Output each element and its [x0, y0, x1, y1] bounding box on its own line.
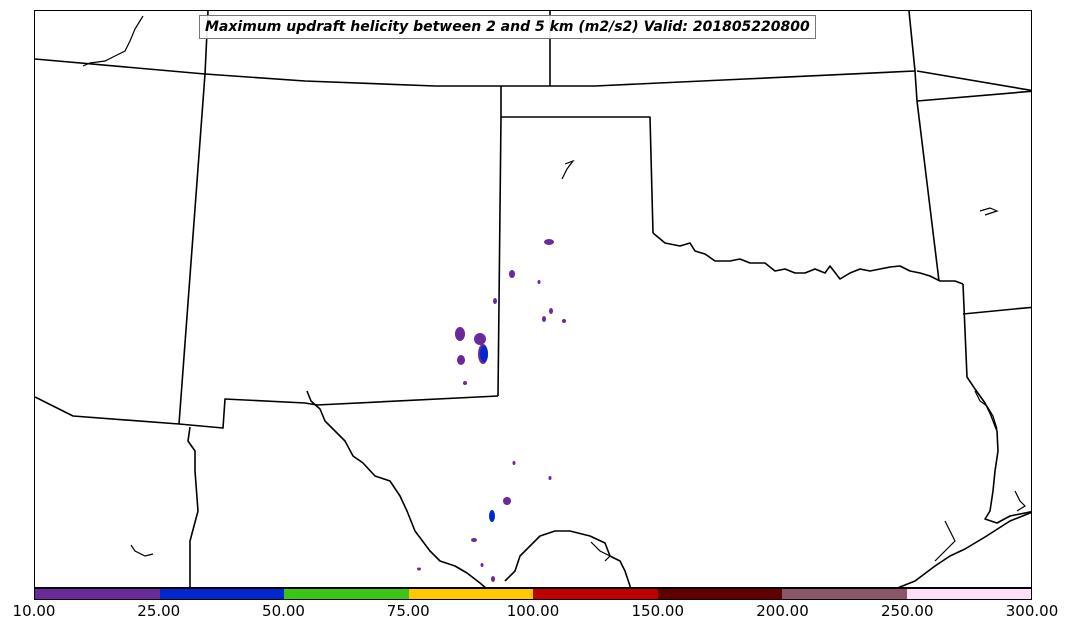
colorbar-tick-labels: 10.00 25.00 50.00 75.00 100.00 150.00 200.00 25… [0, 602, 1070, 626]
state-boundary-la-west [962, 283, 1031, 524]
helicity-swath [471, 538, 477, 542]
helicity-swath [537, 280, 541, 284]
mexico-border-south [504, 530, 631, 587]
helicity-swath [512, 461, 516, 465]
state-boundary-ar-west [916, 100, 940, 282]
helicity-swath [463, 381, 467, 385]
helicity-swath [544, 239, 554, 245]
coast-detail-3 [590, 541, 612, 562]
great-salt-lake-outline [82, 15, 144, 67]
colorbar-tick-label: 150.00 [631, 602, 685, 620]
coast-detail-2 [1014, 490, 1026, 512]
helicity-swath [474, 333, 486, 345]
helicity-swath [491, 576, 495, 582]
colorbar-segment [533, 589, 658, 599]
state-boundary-la-north [962, 306, 1031, 315]
colorbar-tick-label: 300.00 [1005, 602, 1059, 620]
lake-outline [561, 159, 575, 180]
helicity-swath [562, 319, 566, 323]
helicity-swath [509, 270, 515, 278]
helicity-swath [549, 308, 553, 314]
colorbar-tick-label: 200.00 [756, 602, 809, 620]
sound-outline [130, 544, 154, 557]
marsh-outline [974, 390, 998, 430]
state-boundary-az-west [35, 396, 180, 425]
state-boundary-ar-la-north [916, 90, 1031, 102]
nm-mexico-border [187, 426, 199, 587]
texas-west [306, 390, 486, 587]
colorbar-segment [906, 589, 1031, 599]
colorbar-segment [657, 589, 782, 599]
map-panel: Maximum updraft helicity between 2 and 5… [34, 10, 1032, 588]
helicity-swath [417, 567, 421, 571]
state-boundary-nm-tx-west [178, 395, 499, 429]
coast-detail [934, 520, 956, 562]
helicity-swath [457, 355, 465, 365]
colorbar-tick-label: 25.00 [137, 602, 181, 620]
colorbar-segment [159, 589, 284, 599]
state-boundary-north [35, 58, 916, 87]
texas-gulf-coast [897, 511, 1031, 587]
colorbar-segment [782, 589, 907, 599]
map-canvas [35, 11, 1031, 587]
colorbar-tick-label: 75.00 [386, 602, 430, 620]
helicity-swath [503, 497, 511, 505]
colorbar-segment [408, 589, 533, 599]
colorbar-tick-label: 50.00 [262, 602, 305, 620]
colorbar-tick-label: 10.00 [12, 602, 56, 620]
colorbar-segment [284, 589, 409, 599]
colorbar-segment [35, 589, 160, 599]
state-boundary-east-north [916, 70, 1031, 92]
helicity-swath [489, 510, 495, 522]
helicity-swath [548, 476, 552, 480]
helicity-swath [455, 327, 465, 341]
lake-outline-2 [979, 207, 999, 216]
map-title: Maximum updraft helicity between 2 and 5… [199, 15, 816, 39]
helicity-swaths [417, 239, 566, 582]
state-boundary-co-nm [178, 73, 206, 425]
colorbar-tick-label: 100.00 [506, 602, 560, 620]
helicity-swath [493, 298, 497, 304]
state-boundary-mo-top [908, 11, 918, 102]
state-boundary-nm-ok [497, 116, 502, 397]
state-boundary-ok-north [500, 86, 654, 234]
helicity-swath [480, 346, 488, 362]
colorbar [34, 588, 1032, 600]
red-river [652, 232, 964, 285]
helicity-swath [542, 316, 546, 322]
colorbar-tick-label: 250.00 [881, 602, 934, 620]
helicity-swath [480, 563, 484, 567]
